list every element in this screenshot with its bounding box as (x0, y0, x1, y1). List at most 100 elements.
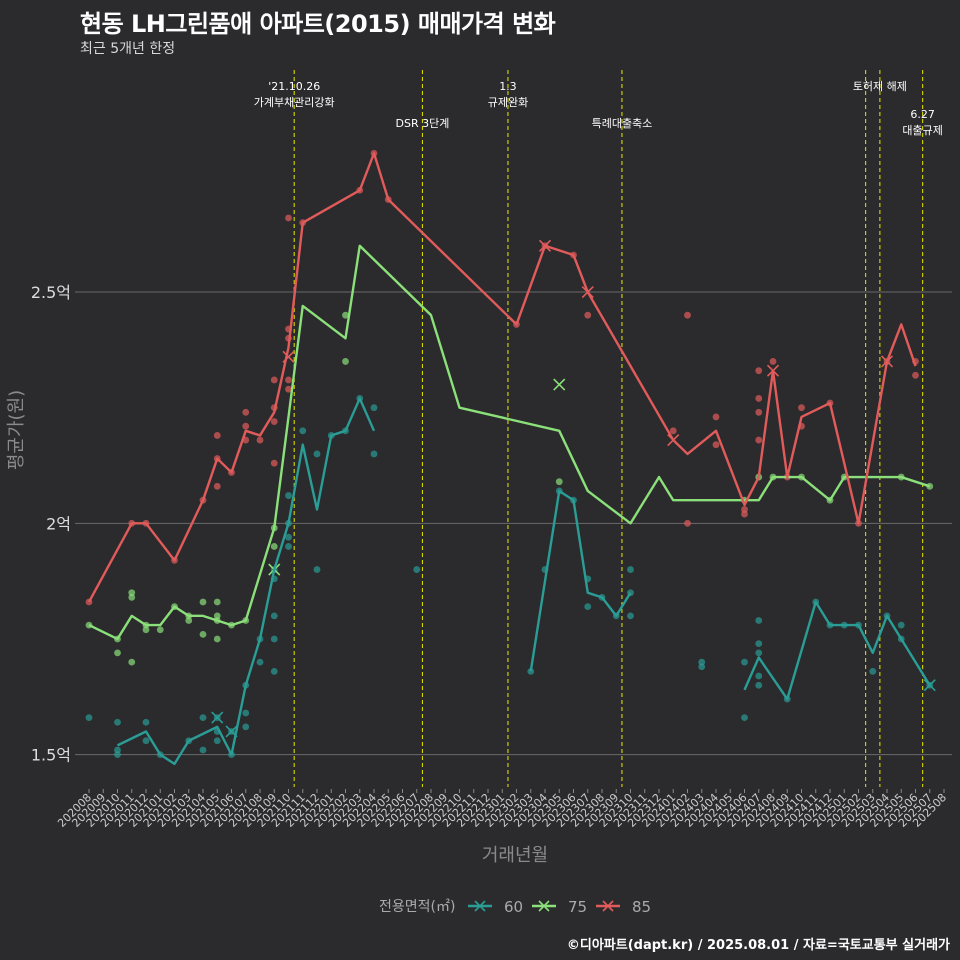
data-point (755, 617, 763, 624)
legend-swatch-cross (474, 900, 486, 912)
data-point (114, 751, 121, 759)
data-point (199, 746, 207, 754)
data-point (285, 385, 292, 393)
legend: 전용면적(㎡) 60 75 85 (379, 898, 651, 916)
y-axis-ticks: 1.5억 2억 2.5억 (31, 283, 71, 765)
data-point (741, 714, 748, 722)
legend-label: 60 (504, 898, 523, 916)
data-point (199, 714, 207, 722)
data-point (755, 640, 763, 647)
data-point (213, 612, 221, 620)
data-point (755, 367, 763, 375)
data-point (285, 214, 292, 222)
chart-subtitle: 최근 5개년 한정 (80, 41, 176, 57)
data-point (769, 358, 777, 365)
data-point (213, 432, 221, 439)
data-point (270, 667, 278, 675)
data-point (114, 718, 121, 726)
data-point (270, 543, 278, 550)
data-point (741, 510, 748, 518)
data-point (755, 408, 763, 416)
data-point (755, 395, 763, 402)
data-cross (211, 711, 224, 724)
data-point (584, 603, 592, 610)
data-point (242, 408, 250, 416)
legend-swatch-cross (538, 900, 550, 912)
data-point (584, 311, 592, 319)
data-point (313, 566, 321, 573)
y-tick-label: 2억 (46, 514, 71, 533)
data-point (285, 376, 292, 384)
data-point (669, 427, 677, 435)
series-line-85 (87, 152, 917, 603)
data-point (755, 649, 763, 657)
data-point (213, 598, 221, 606)
data-point (213, 635, 221, 643)
data-point (270, 376, 278, 384)
y-axis-label: 평균가(원) (6, 390, 27, 470)
data-point (285, 543, 292, 550)
event-annotation: 규제완화 (488, 96, 528, 109)
data-point (869, 667, 877, 675)
x-axis-ticks: 2020082020092020102020112020122021012021… (55, 789, 949, 830)
data-point (897, 621, 905, 629)
chart-title: 현동 LH그린품애 아파트(2015) 매매가격 변화 (80, 10, 556, 38)
data-point (242, 709, 250, 717)
data-point (128, 658, 136, 666)
data-point (627, 612, 634, 620)
source-caption: ©디아파트(dapt.kr) / 2025.08.01 / 자료=국토교통부 실… (566, 938, 950, 953)
data-point (142, 737, 150, 745)
data-point (342, 311, 349, 319)
data-point (370, 450, 378, 458)
series-line-60 (529, 489, 632, 672)
data-point (128, 589, 136, 597)
data-point (370, 404, 378, 412)
data-point (712, 413, 720, 421)
data-point (213, 737, 221, 745)
series-lines (87, 152, 931, 766)
y-tick-label: 2.5억 (31, 283, 71, 302)
data-point (142, 718, 150, 726)
data-point (755, 681, 763, 689)
data-point (256, 436, 264, 444)
data-point (684, 311, 691, 319)
x-axis-label: 거래년월 (482, 845, 548, 866)
data-point (242, 422, 250, 430)
data-cross (553, 378, 566, 391)
data-point (698, 663, 706, 671)
data-point (313, 450, 321, 458)
series-line-60 (743, 600, 931, 701)
legend-title: 전용면적(㎡) (379, 899, 455, 915)
series-line-60 (116, 397, 376, 766)
data-point (712, 441, 720, 449)
data-point (199, 630, 207, 638)
data-point (242, 723, 250, 731)
event-annotation: '21.10.26 (268, 80, 320, 93)
data-point (798, 404, 805, 412)
data-point (285, 533, 292, 541)
legend-label: 75 (568, 898, 587, 916)
legend-swatch-cross (602, 900, 614, 912)
y-tick-label: 1.5억 (31, 746, 71, 765)
data-point (741, 658, 748, 666)
data-point (256, 658, 264, 666)
data-points (85, 149, 936, 759)
legend-label: 85 (632, 898, 651, 916)
data-point (85, 714, 93, 722)
data-point (627, 566, 634, 573)
event-annotation: 1.3 (499, 80, 517, 93)
grid-lines (75, 291, 952, 756)
data-point (114, 649, 121, 657)
data-point (213, 482, 221, 490)
data-point (684, 519, 691, 527)
data-point (299, 427, 307, 435)
data-point (342, 358, 349, 365)
data-point (199, 598, 207, 606)
data-point (755, 436, 763, 444)
data-point (912, 371, 919, 379)
data-point (270, 612, 278, 620)
event-annotation: DSR 3단계 (396, 117, 450, 130)
data-point (755, 672, 763, 680)
